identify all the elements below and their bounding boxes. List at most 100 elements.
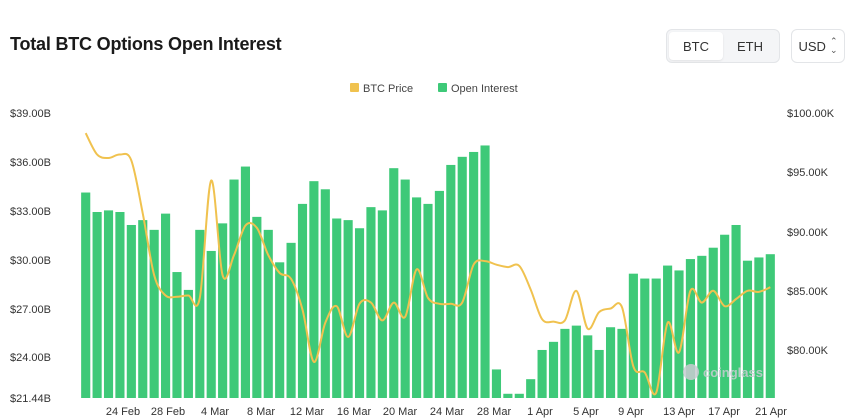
y2-tick-label: $100.00K	[787, 108, 835, 120]
y-tick-label: $21.44B	[10, 393, 51, 405]
oi-bar	[275, 262, 285, 398]
oi-bar	[491, 369, 502, 398]
oi-bar	[605, 327, 616, 398]
bar-series	[81, 145, 775, 398]
oi-bar	[514, 393, 524, 398]
watermark: coinglass	[683, 364, 763, 380]
legend-label: Open Interest	[451, 83, 518, 95]
x-tick-label: 24 Feb	[106, 406, 140, 418]
legend-swatch	[438, 83, 447, 92]
price-series	[84, 132, 771, 396]
oi-bar	[537, 349, 547, 398]
x-tick-label: 24 Mar	[430, 406, 465, 418]
oi-bar	[400, 179, 410, 398]
y2-tick-label: $95.00K	[787, 167, 829, 179]
chart-legend: BTC Price Open Interest	[350, 83, 518, 95]
y-tick-label: $24.00B	[10, 352, 51, 364]
x-tick-label: 16 Mar	[337, 406, 372, 418]
y-tick-label: $27.00B	[10, 304, 51, 316]
oi-bar	[674, 270, 684, 398]
oi-bar	[594, 349, 604, 398]
legend-label: BTC Price	[363, 83, 413, 95]
price-line	[84, 132, 771, 396]
oi-bar	[571, 325, 581, 398]
oi-bar	[731, 224, 741, 398]
tab-btc[interactable]: BTC	[669, 32, 723, 60]
currency-value: USD	[798, 38, 826, 54]
y-tick-label: $39.00B	[10, 108, 51, 120]
y-tick-label: $36.00B	[10, 157, 51, 169]
oi-bar	[754, 257, 764, 398]
oi-bar	[309, 181, 319, 398]
oi-bar	[103, 210, 114, 398]
oi-bar	[765, 254, 775, 398]
x-tick-label: 28 Mar	[477, 406, 512, 418]
oi-bar	[195, 229, 205, 398]
watermark-text: coinglass	[703, 364, 763, 380]
oi-bar	[240, 166, 251, 398]
x-tick-label: 5 Apr	[573, 406, 599, 418]
oi-bar	[92, 212, 102, 398]
oi-bar	[332, 218, 342, 398]
oi-bar	[651, 278, 661, 398]
oi-bar	[560, 328, 570, 398]
oi-bar	[218, 223, 228, 398]
x-tick-label: 1 Apr	[527, 406, 553, 418]
oi-bar	[446, 164, 456, 398]
page-title: Total BTC Options Open Interest	[10, 34, 282, 54]
oi-bar	[708, 247, 718, 398]
oi-bar	[663, 265, 673, 398]
x-tick-label: 28 Feb	[151, 406, 185, 418]
y-tick-label: $33.00B	[10, 206, 51, 218]
y2-tick-label: $90.00K	[787, 227, 829, 239]
oi-bar	[161, 213, 171, 398]
legend-swatch	[350, 83, 359, 92]
currency-select[interactable]: USD ⌃ ⌄	[791, 29, 845, 63]
x-tick-label: 4 Mar	[201, 406, 229, 418]
x-tick-label: 8 Mar	[247, 406, 275, 418]
oi-bar	[138, 220, 148, 398]
oi-bar	[297, 203, 308, 398]
chevron-updown-icon: ⌃ ⌄	[829, 36, 838, 55]
x-tick-label: 20 Mar	[383, 406, 418, 418]
oi-bar	[423, 203, 433, 398]
x-tick-label: 9 Apr	[618, 406, 644, 418]
x-tick-label: 13 Apr	[663, 406, 695, 418]
oi-bar	[149, 229, 159, 398]
oi-bar	[286, 242, 296, 398]
x-axis: 24 Feb 28 Feb 4 Mar 8 Mar 12 Mar 16 Mar 20 Mar…	[106, 406, 787, 418]
y-tick-label: $30.00B	[10, 255, 51, 267]
left-axis: $39.00B $36.00B $33.00B $30.00B $27.00B $24.0…	[10, 108, 51, 405]
oi-bar	[434, 190, 444, 398]
oi-bar	[183, 289, 193, 398]
oi-bar	[389, 168, 399, 398]
oi-bar	[377, 210, 387, 398]
oi-bar	[343, 220, 353, 398]
coinglass-logo-icon	[683, 364, 699, 380]
oi-bar	[320, 189, 330, 398]
x-tick-label: 12 Mar	[290, 406, 325, 418]
oi-bar	[480, 145, 490, 398]
oi-bar	[697, 255, 707, 398]
oi-bar	[354, 228, 365, 398]
oi-bar	[503, 393, 513, 398]
oi-bar	[412, 197, 422, 398]
oi-bar	[548, 341, 559, 398]
asset-toggle: BTC ETH	[666, 29, 780, 63]
y2-tick-label: $85.00K	[787, 286, 829, 298]
oi-bar	[115, 212, 125, 398]
oi-bar	[457, 156, 467, 398]
oi-bar	[742, 260, 753, 398]
oi-bar	[252, 216, 262, 398]
oi-bar	[229, 179, 239, 398]
oi-bar	[81, 192, 91, 398]
oi-bar	[583, 335, 593, 398]
tab-eth[interactable]: ETH	[737, 38, 763, 54]
x-tick-label: 21 Apr	[755, 406, 787, 418]
oi-bar	[206, 250, 216, 398]
oi-bar	[263, 229, 273, 398]
y2-tick-label: $80.00K	[787, 345, 829, 357]
oi-bar	[126, 224, 136, 398]
oi-bar	[720, 234, 730, 398]
